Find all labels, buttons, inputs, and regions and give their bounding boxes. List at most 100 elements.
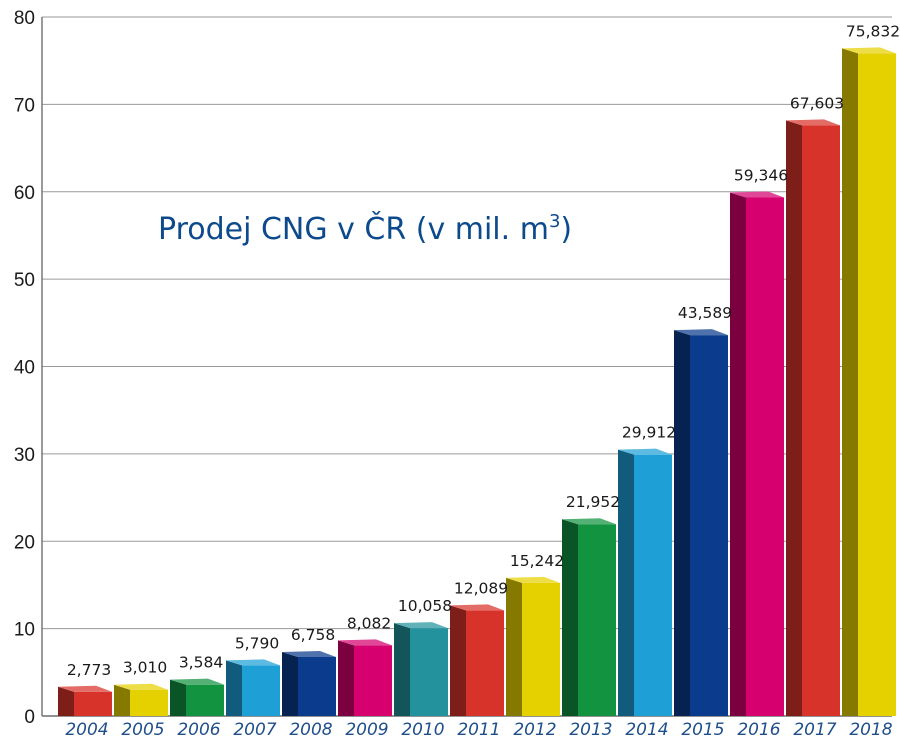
bar-top [450, 604, 504, 611]
bar-front [242, 665, 280, 716]
chart-title-superscript: 3 [549, 211, 560, 232]
y-tick-label: 70 [14, 95, 35, 116]
bar-2005 [114, 683, 168, 716]
y-tick-label: 50 [14, 270, 35, 291]
bar-top [842, 47, 896, 54]
bar-2013 [562, 518, 616, 716]
bar-front [690, 335, 728, 716]
bar-front [522, 582, 560, 716]
y-tick-label: 80 [14, 8, 35, 29]
bar-front [466, 610, 504, 716]
year-label-2010: 2010 [401, 720, 444, 740]
y-tick-label: 10 [14, 620, 35, 641]
bar-2007 [226, 659, 280, 716]
year-label-2018: 2018 [849, 720, 892, 740]
bar-top [562, 518, 616, 525]
bar-top [394, 622, 448, 629]
y-tick-label: 0 [24, 707, 35, 728]
bar-front [298, 656, 336, 716]
year-label-2007: 2007 [233, 720, 276, 740]
grid [41, 16, 892, 717]
bar-front [634, 454, 672, 716]
bar-2014 [618, 448, 672, 716]
y-axis-ticks: 0 10 20 30 40 50 60 70 80 [14, 8, 35, 728]
bar-front [74, 691, 112, 716]
bar-top [730, 191, 784, 198]
bars [58, 47, 896, 716]
bar-2012 [506, 576, 560, 716]
bar-top [786, 119, 840, 126]
bar-2006 [170, 678, 224, 716]
bar-2008 [282, 650, 336, 716]
bar-front [746, 197, 784, 716]
y-tick-label: 60 [14, 183, 35, 204]
bar-top [226, 659, 280, 666]
value-label-2015: 43,589 [678, 304, 732, 322]
value-label-2008: 6,758 [291, 626, 335, 644]
bar-side [674, 330, 690, 716]
year-label-2005: 2005 [121, 720, 164, 740]
bar-2017 [786, 119, 840, 716]
bar-top [114, 683, 168, 690]
bar-2010 [394, 622, 448, 716]
y-tick-label: 30 [14, 445, 35, 466]
bar-2018 [842, 47, 896, 716]
value-label-2014: 29,912 [622, 424, 676, 442]
bar-side [786, 120, 802, 716]
value-labels: 2,773 3,010 3,584 5,790 6,758 8,082 10,05812,0… [67, 22, 900, 678]
value-label-2007: 5,790 [235, 634, 279, 652]
bar-side [58, 686, 74, 716]
value-label-2016: 59,346 [734, 166, 788, 184]
bar-side [842, 48, 858, 716]
year-label-2013: 2013 [569, 720, 612, 740]
year-label-2009: 2009 [345, 720, 388, 740]
bar-front [802, 125, 840, 716]
bar-front [410, 628, 448, 716]
bar-front [130, 689, 168, 716]
year-label-2011: 2011 [457, 720, 500, 740]
bar-side [730, 192, 746, 716]
bar-2004 [58, 685, 112, 716]
x-axis-labels: 2004 2005 2006 2007 2008 2009 2010 2011 2012 2013… [65, 720, 892, 740]
y-tick-label: 20 [14, 532, 35, 553]
value-label-2009: 8,082 [347, 614, 391, 632]
bar-front [578, 524, 616, 716]
bar-side [450, 605, 466, 716]
bar-side [506, 577, 522, 716]
year-label-2016: 2016 [737, 720, 780, 740]
bar-side [114, 684, 130, 716]
value-label-2011: 12,089 [454, 579, 508, 597]
y-tick-label: 40 [14, 358, 35, 379]
bar-top [338, 639, 392, 646]
bar-top [618, 448, 672, 455]
bar-side [618, 449, 634, 716]
value-label-2005: 3,010 [123, 659, 167, 677]
bar-front [186, 684, 224, 716]
bar-top [58, 685, 112, 692]
bar-front [354, 645, 392, 716]
chart-title: Prodej CNG v ČR (v mil. m3) [158, 210, 572, 247]
value-label-2006: 3,584 [179, 654, 223, 672]
bar-2016 [730, 191, 784, 716]
year-label-2015: 2015 [681, 720, 724, 740]
bar-top [170, 678, 224, 685]
value-label-2010: 10,058 [398, 597, 452, 615]
year-label-2006: 2006 [177, 720, 220, 740]
chart-title-suffix: ) [560, 212, 572, 247]
year-label-2012: 2012 [513, 720, 556, 740]
bar-2009 [338, 639, 392, 716]
value-label-2017: 67,603 [790, 94, 844, 112]
year-label-2014: 2014 [625, 720, 668, 740]
bar-side [282, 651, 298, 716]
value-label-2012: 15,242 [510, 552, 564, 570]
bar-top [674, 329, 728, 336]
bar-side [338, 640, 354, 716]
year-label-2004: 2004 [65, 720, 108, 740]
bar-side [562, 519, 578, 716]
bar-side [394, 623, 410, 716]
bar-side [170, 679, 186, 716]
value-label-2013: 21,952 [566, 493, 620, 511]
bar-top [282, 650, 336, 657]
bar-2015 [674, 329, 728, 716]
